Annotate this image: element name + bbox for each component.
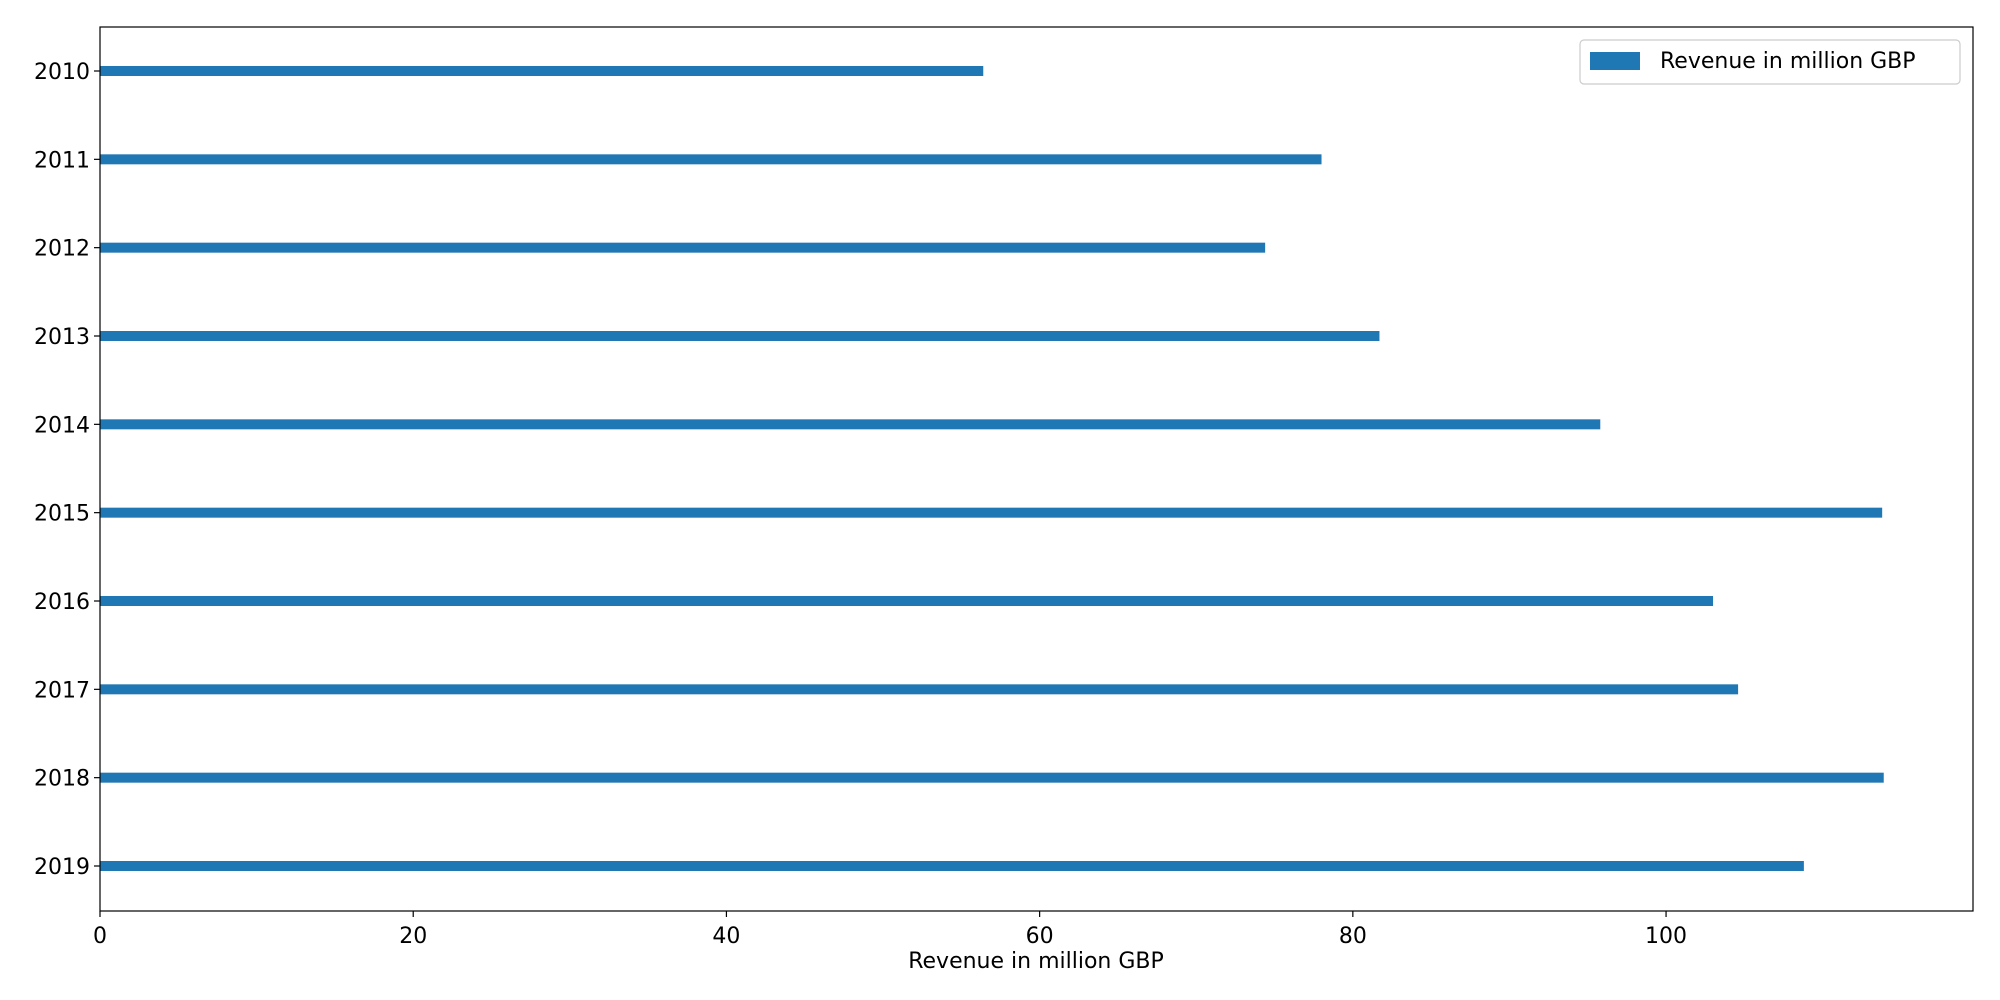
y-tick-label: 2014 xyxy=(34,413,90,438)
plot-frame xyxy=(99,26,1974,912)
x-tick-label: 100 xyxy=(1645,924,1687,949)
y-tick-label: 2016 xyxy=(34,590,90,615)
y-tick-label: 2011 xyxy=(34,148,90,173)
bar-2012 xyxy=(100,242,1266,253)
y-tick-label: 2018 xyxy=(34,767,90,792)
y-tick-label: 2015 xyxy=(34,502,90,527)
bar-2016 xyxy=(100,596,1714,606)
bar-2014 xyxy=(100,419,1601,430)
legend-box xyxy=(1579,39,1961,85)
y-tick-label: 2010 xyxy=(34,60,90,85)
bar-2018 xyxy=(100,772,1884,783)
y-tick-label: 2017 xyxy=(34,678,90,703)
plot-area xyxy=(100,27,1973,911)
bar-2017 xyxy=(100,684,1739,695)
x-tick-label: 20 xyxy=(399,924,427,949)
bars-group xyxy=(100,66,1884,871)
legend-label: Revenue in million GBP xyxy=(1660,49,1916,74)
y-tick-label: 2019 xyxy=(34,855,90,880)
bar-2013 xyxy=(100,331,1380,341)
x-tick-label: 60 xyxy=(1026,924,1054,949)
y-axis-ticks: 2010 2011 2012 2013 2014 2015 2016 2017 2018 2019 xyxy=(34,60,100,880)
legend: Revenue in million GBP xyxy=(1579,39,1961,85)
y-tick-label: 2012 xyxy=(34,237,90,262)
x-tick-label: 0 xyxy=(93,924,107,949)
x-axis-ticks: 0 20 40 60 80 100 xyxy=(93,911,1687,949)
x-tick-label: 40 xyxy=(712,924,740,949)
bar-2011 xyxy=(100,154,1322,165)
legend-swatch xyxy=(1590,52,1640,70)
bar-2010 xyxy=(100,66,984,76)
x-axis-label: Revenue in million GBP xyxy=(908,949,1164,974)
bar-2015 xyxy=(100,507,1883,518)
x-tick-label: 80 xyxy=(1339,924,1367,949)
y-tick-label: 2013 xyxy=(34,325,90,350)
bar-2019 xyxy=(100,861,1804,871)
